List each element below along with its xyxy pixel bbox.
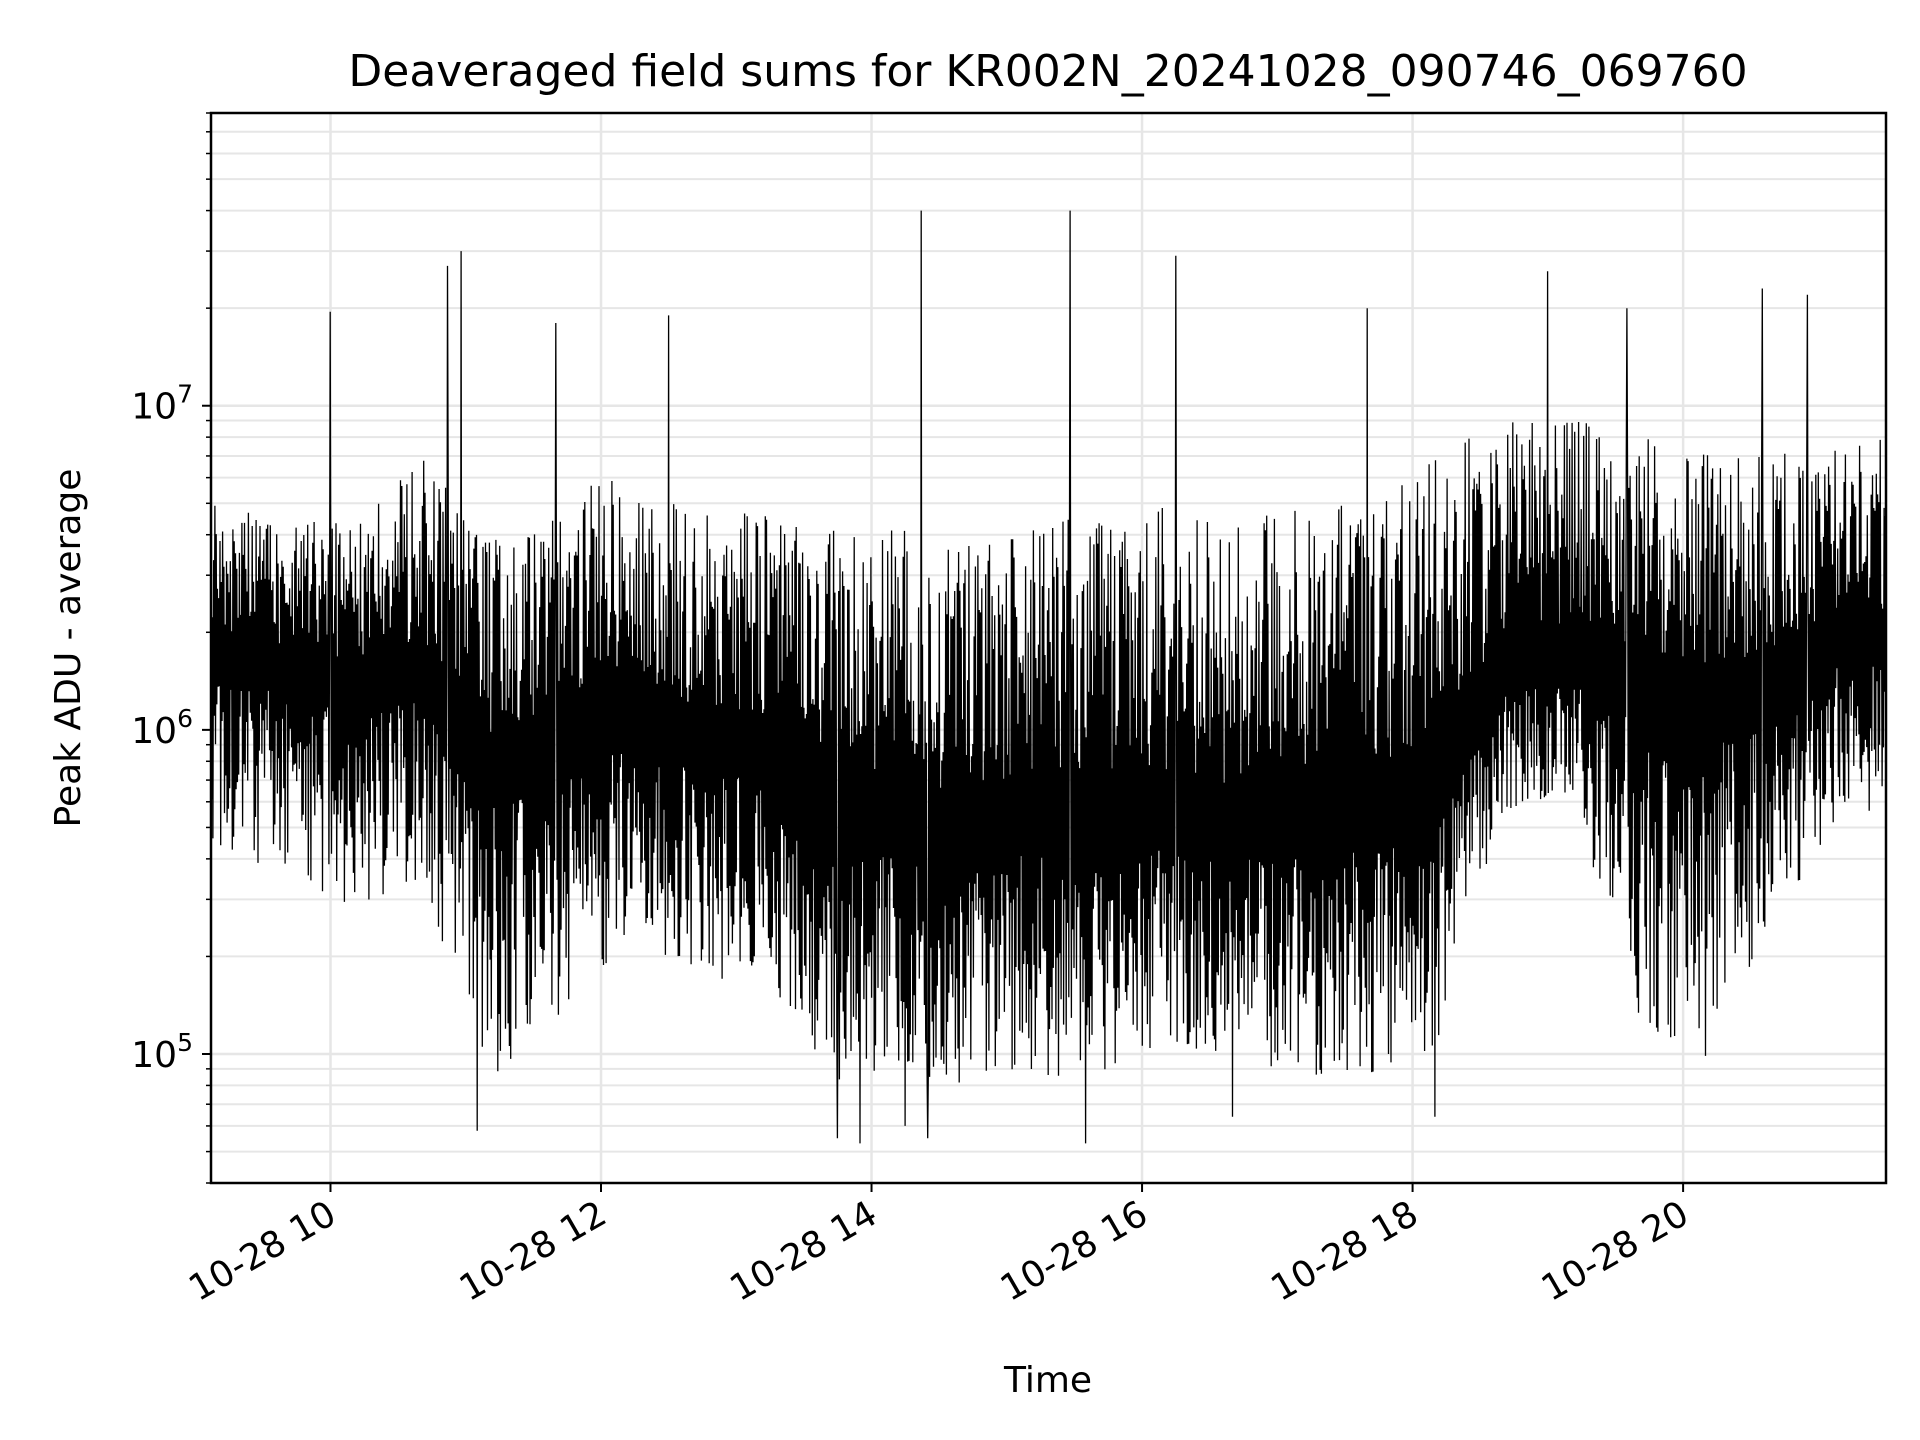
x-tick-label: 10-28 12 (453, 1193, 614, 1309)
y-axis-label: Peak ADU - average (48, 469, 89, 828)
x-axis-label: Time (1003, 1360, 1092, 1401)
y-tick-label: 106 (131, 704, 193, 752)
x-tick-label: 10-28 18 (1264, 1193, 1425, 1309)
x-tick-label: 10-28 16 (994, 1193, 1155, 1309)
x-tick-label: 10-28 14 (723, 1193, 884, 1309)
data-series (210, 153, 1887, 1144)
x-tick-label: 10-28 20 (1535, 1193, 1696, 1309)
plot-frame (209, 111, 1888, 1185)
chart-title: Deaveraged field sums for KR002N_2024102… (348, 46, 1747, 97)
series-line (210, 153, 1887, 1144)
y-tick-label: 105 (131, 1028, 193, 1076)
x-tick-label: 10-28 10 (182, 1193, 343, 1309)
y-tick-label: 107 (131, 380, 193, 428)
